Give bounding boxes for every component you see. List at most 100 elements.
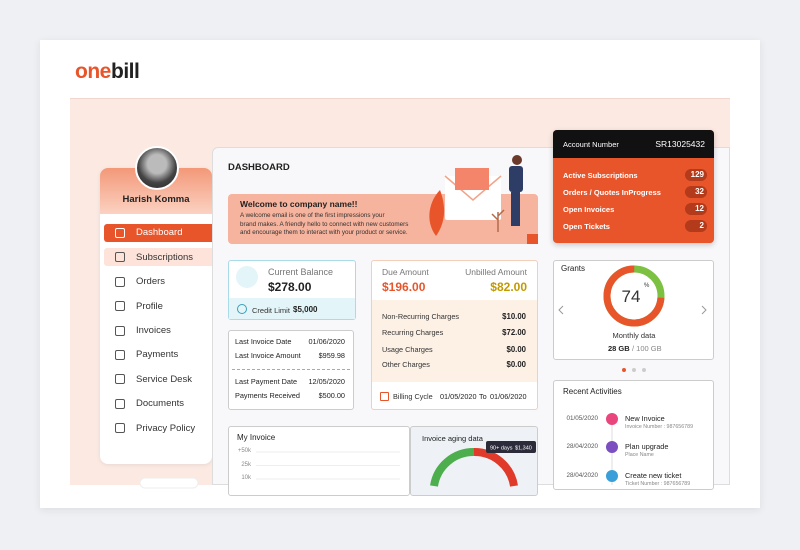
menu-active [104, 224, 212, 242]
menu-icon [115, 350, 125, 360]
billing-to-label: To [479, 391, 487, 401]
close-button[interactable] [527, 234, 538, 244]
y-label: 25k [241, 461, 251, 468]
activity-sub: Ticket Number : 987656789 [625, 480, 691, 487]
menu-item[interactable]: Service Desk [136, 373, 192, 385]
invoice-value: $959.98 [318, 350, 345, 360]
invoice-dates-card [228, 330, 354, 410]
unbilled-amount: $82.00 [490, 279, 527, 294]
menu-icon [115, 228, 125, 238]
menu-item[interactable]: Dashboard [136, 227, 183, 239]
charge-label: Non-Recurring Charges [382, 311, 460, 321]
grants-total: / 100 GB [632, 343, 662, 353]
activity-date: 01/05/2020 [566, 415, 598, 423]
menu-icon [115, 301, 125, 312]
charge-label: Usage Charges [382, 344, 433, 354]
charge-label: Other Charges [382, 359, 430, 369]
activity-sub: Invoice Number : 987656789 [625, 423, 694, 430]
activity-date: 28/04/2020 [566, 443, 598, 451]
grants-used: 28 GB [608, 343, 630, 353]
menu-hover [104, 248, 212, 267]
account-row-count: 12 [695, 204, 704, 214]
invoice-label: Last Invoice Date [235, 336, 292, 346]
account-row-label[interactable]: Open Invoices [563, 204, 615, 214]
menu-icon [115, 325, 125, 336]
invoice-value: $500.00 [318, 390, 345, 400]
grants-title: Grants [561, 264, 586, 274]
invoice-label: Last Invoice Amount [235, 350, 301, 360]
menu-icon [115, 423, 125, 434]
count-badge [685, 203, 707, 215]
activity-title: New Invoice [625, 413, 665, 423]
wallet-icon [236, 266, 258, 288]
menu-item[interactable]: Documents [136, 398, 185, 410]
menu-icon [115, 374, 125, 385]
invoice-label: Payments Received [235, 390, 300, 400]
due-amount: $196.00 [382, 279, 426, 294]
user-name[interactable]: Harish Komma [122, 194, 190, 206]
account-row-count: 2 [699, 221, 704, 231]
account-row-label[interactable]: Orders / Quotes InProgress [563, 187, 661, 197]
account-row-label[interactable]: Active Subscriptions [563, 170, 638, 180]
sidebar [100, 168, 212, 464]
charge-value: $0.00 [506, 360, 526, 370]
y-label: +50k [237, 448, 251, 455]
grants-label: Monthly data [612, 330, 656, 340]
menu-item[interactable]: Privacy Policy [136, 422, 196, 434]
menu-item[interactable]: Profile [136, 300, 163, 312]
activity-title: Create new ticket [625, 470, 682, 480]
balance-amount: $278.00 [268, 279, 312, 294]
invoice-value: 12/05/2020 [308, 376, 345, 386]
count-badge [685, 220, 707, 232]
menu-item[interactable]: Invoices [136, 324, 171, 336]
aging-title: Invoice aging data [422, 433, 483, 443]
invoice-label: Last Payment Date [235, 376, 298, 386]
invoice-value: 01/06/2020 [308, 336, 345, 346]
account-row-count: 129 [690, 170, 704, 180]
account-row-label[interactable]: Open Tickets [563, 221, 610, 231]
y-label: 10k [241, 475, 251, 482]
charge-value: $10.00 [502, 312, 526, 322]
menu-item[interactable]: Subscriptions [136, 251, 194, 263]
billing-to: 01/06/2020 [490, 391, 527, 401]
my-invoice-card [228, 426, 410, 496]
account-row-count: 32 [695, 187, 704, 197]
activities-title: Recent Activities [563, 387, 622, 397]
credit-label: Credit Limit [252, 305, 290, 315]
page-title: DASHBOARD [228, 162, 290, 174]
charges-area [372, 300, 537, 382]
count-badge [685, 169, 707, 181]
menu-item[interactable]: Orders [136, 276, 166, 288]
my-invoice-title: My Invoice [237, 433, 276, 443]
activities-card [553, 380, 714, 490]
activity-sub: Place Name [625, 451, 654, 458]
welcome-text: brand makes. A friendly hello to connect… [240, 220, 409, 228]
logo-bill: bill [111, 60, 140, 84]
menu-icon [115, 276, 125, 287]
account-number: SR13025432 [655, 138, 705, 149]
gauge-icon [237, 304, 247, 314]
credit-strip [229, 298, 355, 319]
avatar [135, 146, 179, 190]
menu-item[interactable]: Payments [136, 349, 179, 361]
grants-percent: 74 [621, 286, 641, 306]
count-badge [685, 186, 707, 198]
account-header [553, 130, 714, 158]
credit-value: $5,000 [293, 305, 318, 315]
activity-title: Plan upgrade [625, 441, 669, 451]
charge-value: $0.00 [506, 345, 526, 355]
balance-label: Current Balance [268, 266, 334, 277]
billing-label: Billing Cycle [393, 391, 433, 401]
charge-label: Recurring Charges [382, 327, 444, 337]
due-label: Due Amount [382, 266, 429, 277]
menu-icon [115, 398, 125, 409]
grants-unit: % [644, 283, 650, 290]
activity-date: 28/04/2020 [566, 472, 598, 480]
unbilled-label: Unbilled Amount [465, 266, 527, 277]
logo-one: one [75, 60, 111, 84]
billing-from: 01/05/2020 [440, 391, 477, 401]
welcome-text: A welcome email is one of the first impr… [240, 212, 385, 220]
